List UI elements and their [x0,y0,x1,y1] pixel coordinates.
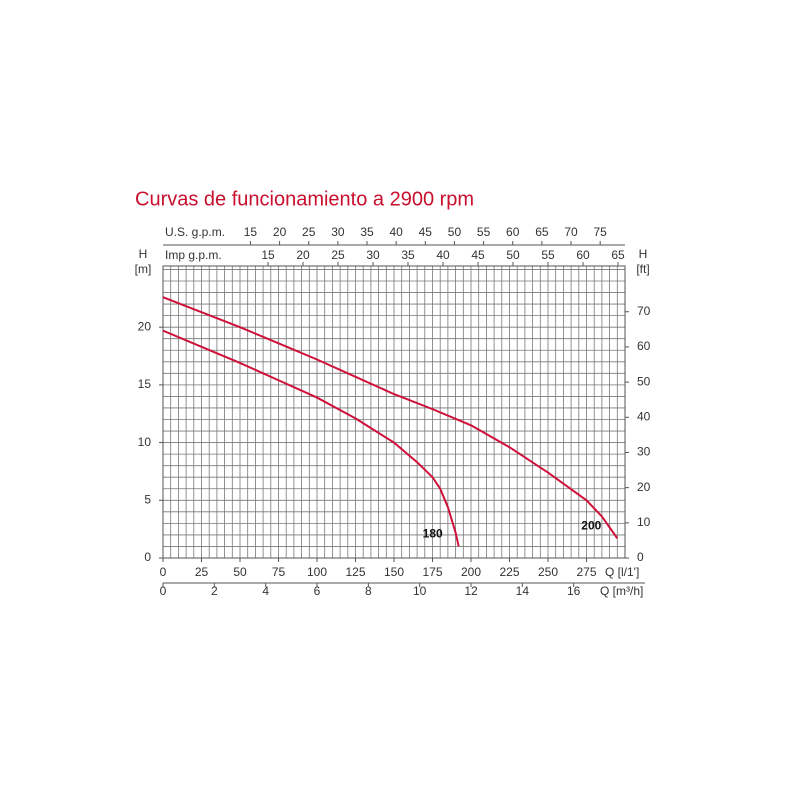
y-tick-label: 15 [138,377,152,391]
x-tick-label: 45 [471,248,485,262]
pump-curve [162,296,619,539]
curve-label: 200 [581,519,601,533]
x-tick-label: 50 [506,248,520,262]
x-tick-label: 65 [535,225,549,239]
y2-axis-label: H [639,247,648,261]
x-tick-label: 0 [160,584,167,598]
x-tick-label: 0 [160,565,167,579]
x-tick-label: 4 [262,584,269,598]
y2-tick-label: 0 [637,550,644,564]
x-tick-label: 275 [576,565,596,579]
x-tick-label: 45 [419,225,433,239]
x-tick-label: 8 [365,584,372,598]
x-tick-label: 250 [538,565,558,579]
x-tick-label: 65 [611,248,625,262]
x-tick-label: 75 [272,565,286,579]
y2-tick-label: 10 [637,515,651,529]
curve-label: 180 [423,527,443,541]
x-tick-label: 70 [564,225,578,239]
x-tick-label: 20 [296,248,310,262]
x-tick-label: 15 [244,225,258,239]
x-tick-label: 35 [360,225,374,239]
y-axis-unit: [m] [135,262,152,276]
x-tick-label: 125 [345,565,365,579]
x-tick-label: 25 [302,225,316,239]
x-tick-label: 14 [516,584,530,598]
y2-tick-label: 40 [637,409,651,423]
y2-tick-label: 20 [637,480,651,494]
x-tick-label: 10 [413,584,427,598]
y-tick-label: 0 [144,550,151,564]
x-tick-label: 55 [477,225,491,239]
x-tick-label: 200 [461,565,481,579]
x-tick-label: 30 [331,225,345,239]
y2-tick-label: 60 [637,339,651,353]
x-tick-label: 60 [506,225,520,239]
x-tick-label: 150 [384,565,404,579]
x-axis-label: Q [m³/h] [600,584,643,598]
x-axis-label: U.S. g.p.m. [165,225,225,239]
x-tick-label: 225 [499,565,519,579]
x-tick-label: 50 [448,225,462,239]
x-tick-label: 20 [273,225,287,239]
x-tick-label: 75 [593,225,607,239]
x-tick-label: 6 [314,584,321,598]
x-tick-label: 55 [541,248,555,262]
x-tick-label: 16 [567,584,581,598]
x-axis-label: Q [l/1'] [605,565,639,579]
x-tick-label: 60 [576,248,590,262]
y-axis-label: H [139,247,148,261]
x-tick-label: 100 [307,565,327,579]
x-tick-label: 25 [331,248,345,262]
x-tick-label: 25 [195,565,209,579]
x-tick-label: 50 [233,565,247,579]
pump-curve [162,329,460,547]
y2-tick-label: 50 [637,374,651,388]
x-tick-label: 30 [366,248,380,262]
x-tick-label: 175 [422,565,442,579]
y-tick-label: 20 [138,319,152,333]
x-tick-label: 2 [211,584,218,598]
chart-title: Curvas de funcionamiento a 2900 rpm [135,188,474,210]
y-tick-label: 10 [138,435,152,449]
x-tick-label: 40 [436,248,450,262]
x-tick-label: 15 [261,248,275,262]
x-axis-label: Imp g.p.m. [165,248,222,262]
x-tick-label: 35 [401,248,415,262]
x-tick-label: 12 [464,584,478,598]
y-tick-label: 5 [144,492,151,506]
y2-tick-label: 70 [637,304,651,318]
y2-axis-unit: [ft] [636,262,649,276]
y2-tick-label: 30 [637,445,651,459]
x-tick-label: 40 [389,225,403,239]
